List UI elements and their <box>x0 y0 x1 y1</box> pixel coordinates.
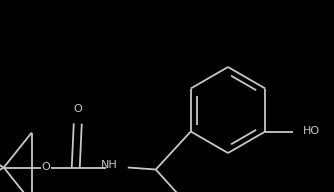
Text: O: O <box>73 104 82 114</box>
Text: HO: HO <box>303 127 320 137</box>
Text: O: O <box>41 162 50 172</box>
Text: NH: NH <box>101 161 118 170</box>
